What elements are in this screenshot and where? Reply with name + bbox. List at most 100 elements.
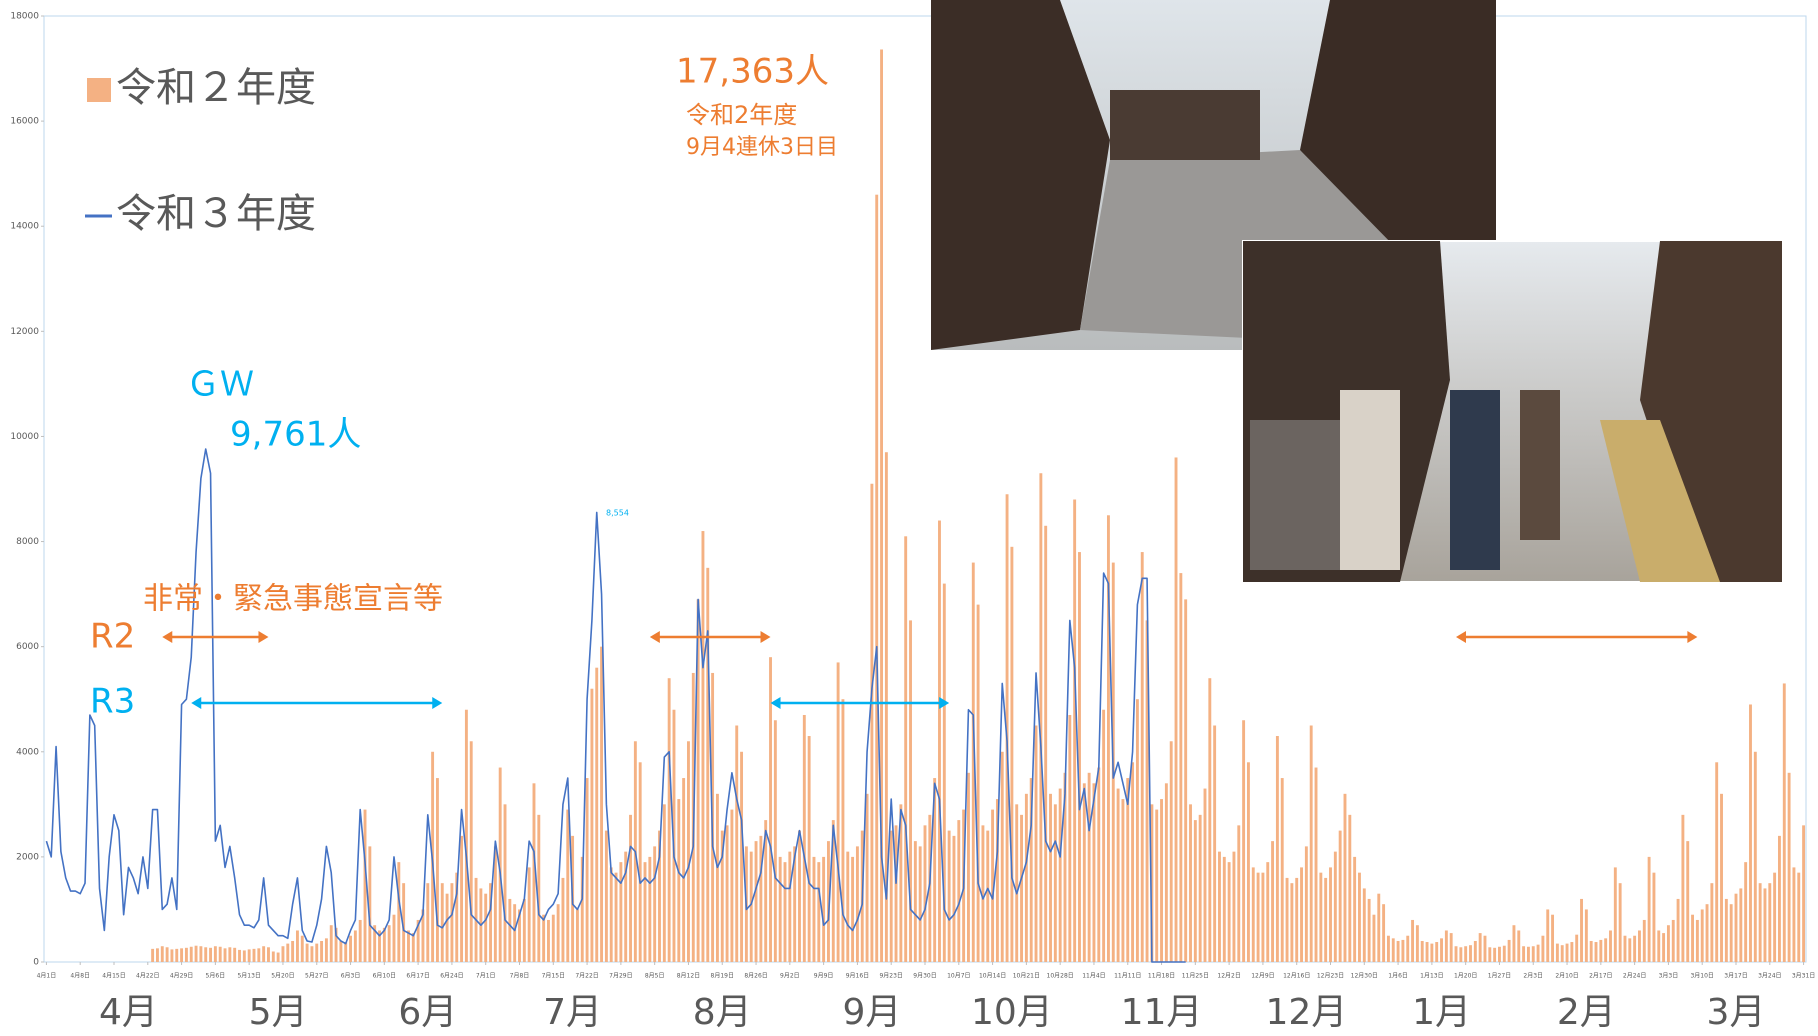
- bar: [1430, 944, 1433, 962]
- bar: [1783, 683, 1786, 962]
- bar: [1556, 944, 1559, 962]
- bar: [272, 951, 275, 962]
- y-tick-label: 12000: [10, 327, 39, 337]
- bar: [1677, 899, 1680, 962]
- bar: [1643, 920, 1646, 962]
- bar: [1614, 867, 1617, 962]
- bar: [436, 778, 439, 962]
- annotation: R3: [90, 682, 135, 722]
- bar: [1020, 815, 1023, 962]
- bar: [1706, 904, 1709, 962]
- bar: [344, 942, 347, 962]
- bar: [1628, 938, 1631, 962]
- bar: [209, 948, 212, 962]
- bar: [561, 878, 564, 962]
- annotation: 8,554: [606, 509, 629, 518]
- bar: [615, 873, 618, 962]
- x-tick-label: 1月6日: [1388, 973, 1408, 980]
- bar: [610, 867, 613, 962]
- month-label: 8月: [693, 992, 752, 1033]
- bar: [1788, 773, 1791, 962]
- bar: [1218, 852, 1221, 962]
- bar: [590, 689, 593, 962]
- bar: [1358, 873, 1361, 962]
- legend-swatch: [87, 78, 111, 102]
- bar: [253, 949, 256, 962]
- bar: [204, 947, 207, 962]
- bar: [846, 852, 849, 962]
- month-label: 10月: [971, 992, 1053, 1033]
- bar: [1397, 941, 1400, 962]
- bar: [1049, 794, 1052, 962]
- bar: [866, 794, 869, 962]
- bar: [199, 946, 202, 962]
- bar: [1802, 825, 1805, 962]
- bar: [755, 841, 758, 962]
- bar: [1691, 915, 1694, 962]
- bar: [1744, 862, 1747, 962]
- bar: [957, 820, 960, 962]
- bar: [1387, 936, 1390, 962]
- bar: [349, 936, 352, 962]
- bar: [1426, 942, 1429, 962]
- bar: [450, 883, 453, 962]
- month-label: 7月: [543, 992, 602, 1033]
- bar: [779, 857, 782, 962]
- bar: [238, 950, 241, 962]
- bar: [1527, 947, 1530, 962]
- y-tick-label: 0: [33, 958, 39, 968]
- bar: [822, 857, 825, 962]
- x-tick-label: 12月2日: [1217, 973, 1240, 980]
- bar: [1585, 909, 1588, 962]
- bar: [1532, 946, 1535, 962]
- bar: [1295, 878, 1298, 962]
- bar: [1068, 715, 1071, 962]
- bar: [1044, 526, 1047, 962]
- bar: [1599, 940, 1602, 962]
- x-tick-label: 10月21日: [1013, 973, 1040, 980]
- bar: [1175, 457, 1178, 962]
- bar: [1199, 815, 1202, 962]
- x-tick-label: 8月19日: [711, 973, 734, 980]
- x-tick-label: 3月10日: [1690, 973, 1713, 980]
- bar: [1416, 925, 1419, 962]
- bar: [716, 794, 719, 962]
- x-tick-label: 3月3日: [1659, 973, 1679, 980]
- y-tick-label: 6000: [16, 642, 39, 652]
- bar: [161, 946, 164, 962]
- bar: [185, 948, 188, 962]
- bar: [566, 810, 569, 962]
- bar: [1595, 942, 1598, 962]
- bar: [1474, 941, 1477, 962]
- bar: [1633, 936, 1636, 962]
- bar: [310, 946, 313, 962]
- bar: [904, 536, 907, 962]
- bar: [1281, 778, 1284, 962]
- bar: [1339, 831, 1342, 962]
- bar: [890, 831, 893, 962]
- bar: [219, 947, 222, 962]
- x-tick-label: 10月14日: [979, 973, 1006, 980]
- bar: [460, 836, 463, 962]
- bar: [1377, 894, 1380, 962]
- x-tick-label: 12月23日: [1317, 973, 1344, 980]
- x-tick-label: 2月10日: [1555, 973, 1578, 980]
- bar: [1121, 799, 1124, 962]
- bar: [1117, 789, 1120, 962]
- bar: [586, 778, 589, 962]
- bar: [320, 941, 323, 962]
- bar: [1372, 915, 1375, 962]
- bar: [1039, 473, 1042, 962]
- bar: [1189, 804, 1192, 962]
- bar: [277, 953, 280, 962]
- bar: [600, 647, 603, 962]
- x-tick-label: 7月29日: [609, 973, 632, 980]
- bar: [1720, 794, 1723, 962]
- bar: [576, 909, 579, 962]
- x-tick-label: 7月1日: [476, 973, 496, 980]
- bar: [924, 825, 927, 962]
- bar: [325, 938, 328, 962]
- bar: [1566, 944, 1569, 962]
- bar: [1778, 836, 1781, 962]
- bar: [1194, 820, 1197, 962]
